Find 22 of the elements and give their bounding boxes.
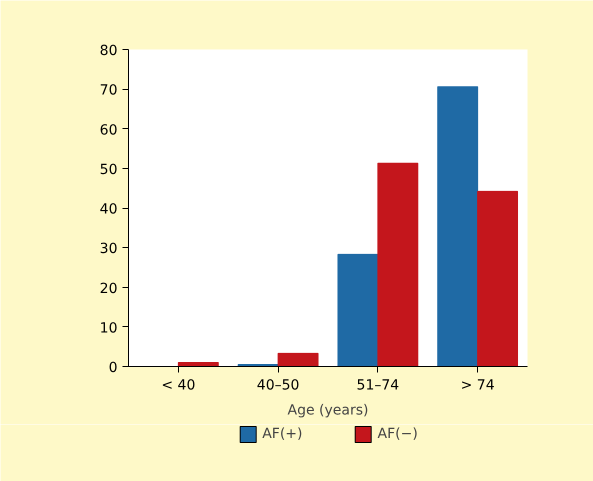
y-tick-label: 20 <box>100 280 118 297</box>
legend-label: AF(−) <box>378 426 418 442</box>
bar <box>437 86 478 366</box>
y-tick-label: 60 <box>100 122 118 138</box>
x-tick-label: < 40 <box>161 378 196 394</box>
y-tick-label: 50 <box>100 162 118 178</box>
y-tick-label: 40 <box>100 202 118 218</box>
bar <box>178 362 219 366</box>
bar <box>278 352 319 366</box>
bar <box>477 190 518 366</box>
legend-label: AF(+) <box>262 426 302 442</box>
x-tick-label: > 74 <box>460 378 495 394</box>
y-tick-label: 10 <box>100 320 118 336</box>
y-tick-label: 80 <box>100 43 118 59</box>
bar <box>337 254 378 366</box>
y-tick-label: 70 <box>100 82 118 99</box>
y-tick-label: 30 <box>100 241 118 258</box>
x-tick-label: 51–74 <box>356 378 400 394</box>
bar <box>377 162 418 366</box>
x-axis-title: Age (years) <box>288 402 368 418</box>
y-tick-label: 0 <box>108 360 118 376</box>
x-tick-label: 40–50 <box>256 378 300 394</box>
